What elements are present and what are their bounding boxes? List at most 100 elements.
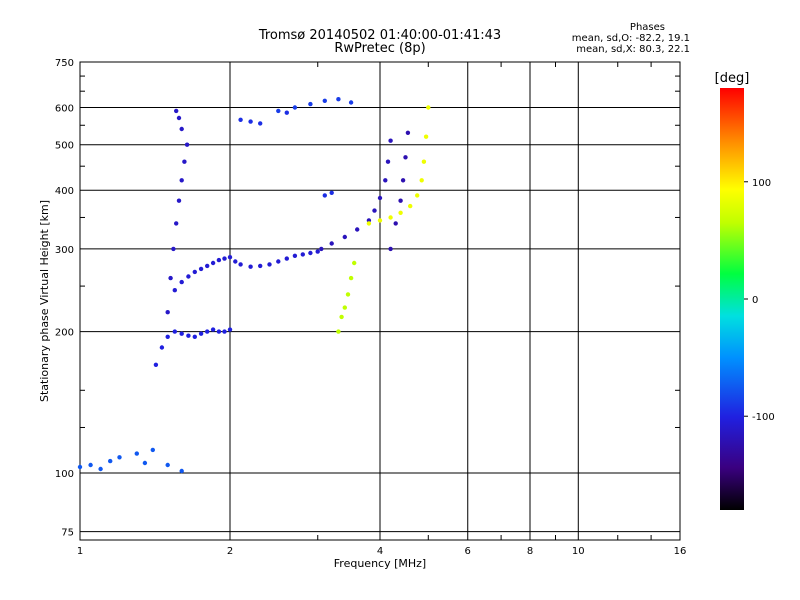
scatter-point <box>345 292 351 297</box>
scatter-point <box>165 334 170 339</box>
scatter-point <box>174 108 179 114</box>
scatter-point <box>205 329 210 334</box>
scatter-point <box>172 288 177 293</box>
scatter-point <box>142 460 148 466</box>
colorbar-ticks: 100 0 -100 <box>744 178 775 423</box>
scatter-point <box>248 119 253 124</box>
scatter-point <box>339 314 344 320</box>
scatter-point <box>393 221 398 226</box>
x-tick-label: 4 <box>377 546 383 557</box>
scatter-point <box>172 329 177 334</box>
scatter-point <box>134 451 139 456</box>
scatter-point <box>355 227 360 232</box>
colorbar-tick-label: 100 <box>752 178 771 189</box>
x-tick-label: 8 <box>527 546 533 557</box>
scatter-point <box>198 331 204 336</box>
x-axis-ticks: 1 2 4 6 8 10 16 <box>77 62 687 557</box>
scatter-point <box>233 259 238 264</box>
scatter-point <box>377 195 383 201</box>
scatter-point <box>300 252 305 257</box>
scatter-point <box>419 178 424 183</box>
scatter-point <box>348 100 354 105</box>
scatter-point <box>98 466 103 472</box>
x-tick-label: 16 <box>674 546 687 557</box>
scatter-point <box>210 260 216 266</box>
trace-x_low <box>336 260 357 334</box>
y-tick-label: 100 <box>55 469 74 480</box>
scatter-point <box>176 198 182 203</box>
scatter-point <box>238 117 243 123</box>
scatter-point <box>182 159 187 164</box>
scatter-point <box>329 190 334 195</box>
scatter-point <box>408 203 413 209</box>
phase-stats-x: mean, sd,X: 80.3, 22.1 <box>576 44 690 55</box>
scatter-point <box>216 329 222 334</box>
scatter-point <box>179 331 184 336</box>
scatter-point <box>88 462 93 468</box>
scatter-point <box>77 464 83 470</box>
colorbar-label: [deg] <box>715 71 750 86</box>
scatter-point <box>342 305 347 310</box>
scatter-point <box>423 134 429 139</box>
scatter-point <box>372 208 377 213</box>
scatter-point <box>117 455 122 460</box>
scatter-point <box>108 458 113 464</box>
scatter-point <box>258 263 263 269</box>
scatter-point <box>179 178 184 183</box>
scatter-point <box>222 329 227 334</box>
trace-o_F_band <box>172 249 320 293</box>
scatter-point <box>176 115 182 121</box>
scatter-point <box>210 327 216 332</box>
scatter-point <box>388 138 393 143</box>
scatter-point <box>179 126 184 132</box>
scatter-point <box>348 275 354 281</box>
scatter-point <box>403 155 408 160</box>
scatter-point <box>336 329 341 334</box>
scatter-point <box>426 105 431 110</box>
scatter-point <box>421 159 427 164</box>
scatter-point <box>179 468 184 474</box>
y-tick-label: 400 <box>55 186 74 197</box>
scatter-point <box>329 241 334 246</box>
scatter-point <box>267 262 272 267</box>
scatter-point <box>322 193 327 198</box>
scatter-point <box>216 257 222 263</box>
chart-subtitle: RwPretec (8p) <box>334 41 426 56</box>
x-tick-label: 1 <box>77 546 83 557</box>
colorbar-tick-label: 0 <box>752 295 758 306</box>
y-tick-label: 200 <box>55 328 74 339</box>
y-tick-label: 75 <box>61 528 74 539</box>
scatter-point <box>165 462 170 468</box>
scatter-point <box>227 327 233 332</box>
scatter-point <box>400 178 406 183</box>
scatter-point <box>388 215 393 220</box>
x-axis-label: Frequency [MHz] <box>334 557 426 570</box>
phase-stats-title: Phases <box>629 22 665 33</box>
scatter-point <box>227 255 233 260</box>
y-tick-label: 300 <box>55 245 74 256</box>
chart-title: Tromsø 20140502 01:40:00-01:41:43 <box>258 28 502 43</box>
grid-lines <box>80 62 680 540</box>
scatter-point <box>388 246 393 252</box>
scatter-point <box>308 250 313 256</box>
trace-o_F2_cusp <box>388 130 411 252</box>
scatter-point <box>276 108 281 114</box>
scatter-point <box>415 193 420 198</box>
colorbar <box>720 88 744 510</box>
scatter-point <box>159 345 165 350</box>
trace-o_F2_upper <box>319 138 393 252</box>
y-tick-label: 600 <box>55 104 74 115</box>
scatter-point <box>248 264 253 269</box>
colorbar-tick-label: -100 <box>752 412 775 423</box>
scatter-point <box>238 262 243 267</box>
scatter-point <box>165 310 170 315</box>
scatter-point <box>366 221 372 226</box>
scatter-points <box>77 97 431 474</box>
scatter-point <box>153 362 159 367</box>
scatter-point <box>336 97 341 102</box>
scatter-point <box>319 246 324 252</box>
scatter-point <box>276 259 281 264</box>
scatter-point <box>258 121 263 126</box>
trace-o_F_column <box>165 108 190 315</box>
trace-x_F2 <box>366 105 431 226</box>
